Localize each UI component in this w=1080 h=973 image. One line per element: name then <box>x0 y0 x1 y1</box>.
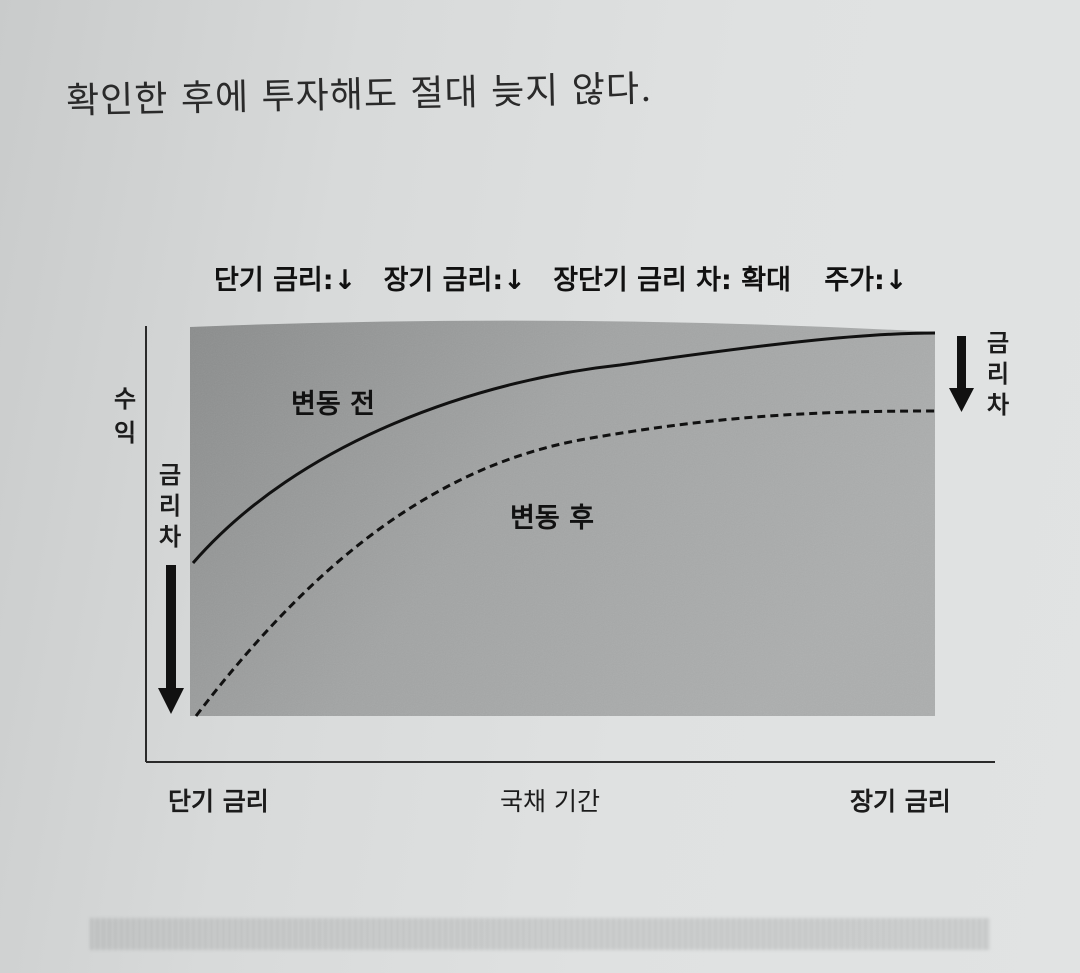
down-arrow-icon: ↓ <box>884 265 908 296</box>
left-down-arrow-icon <box>158 565 184 714</box>
header-spread: 장단기 금리 차: 확대 <box>553 265 791 296</box>
y-axis-label: 수 익 <box>113 385 137 447</box>
down-arrow-icon: ↓ <box>333 265 357 296</box>
x-left-label: 단기 금리 <box>168 787 269 816</box>
curve-after-label: 변동 후 <box>510 503 594 534</box>
header-long-rate: 장기 금리:↓ <box>383 265 526 296</box>
x-mid-label: 국채 기간 <box>500 787 600 816</box>
down-arrow-icon: ↓ <box>503 265 526 296</box>
curve-before <box>191 331 936 564</box>
curve-after <box>194 409 936 717</box>
header-stock: 주가:↓ <box>824 265 908 296</box>
x-right-label: 장기 금리 <box>850 787 951 816</box>
right-down-arrow-icon <box>949 336 974 412</box>
right-spread-label: 금 리 차 <box>986 329 1010 419</box>
header-short-rate: 단기 금리:↓ <box>214 265 357 296</box>
diagram-header: 단기 금리:↓ 장기 금리:↓ 장단기 금리 차: 확대 주가:↓ <box>214 258 925 297</box>
left-spread-label: 금 리 차 <box>158 461 182 551</box>
blurred-text-line <box>90 918 990 950</box>
curve-before-label: 변동 전 <box>291 389 375 420</box>
